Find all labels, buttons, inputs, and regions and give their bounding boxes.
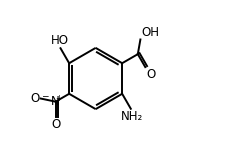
Text: O: O [51,118,60,131]
Text: OH: OH [141,26,159,39]
Text: N: N [51,95,60,108]
Text: NH₂: NH₂ [120,110,143,123]
Text: −: − [41,91,48,100]
Text: O: O [31,92,40,105]
Text: O: O [146,68,155,81]
Text: +: + [56,94,63,103]
Text: HO: HO [51,34,69,47]
